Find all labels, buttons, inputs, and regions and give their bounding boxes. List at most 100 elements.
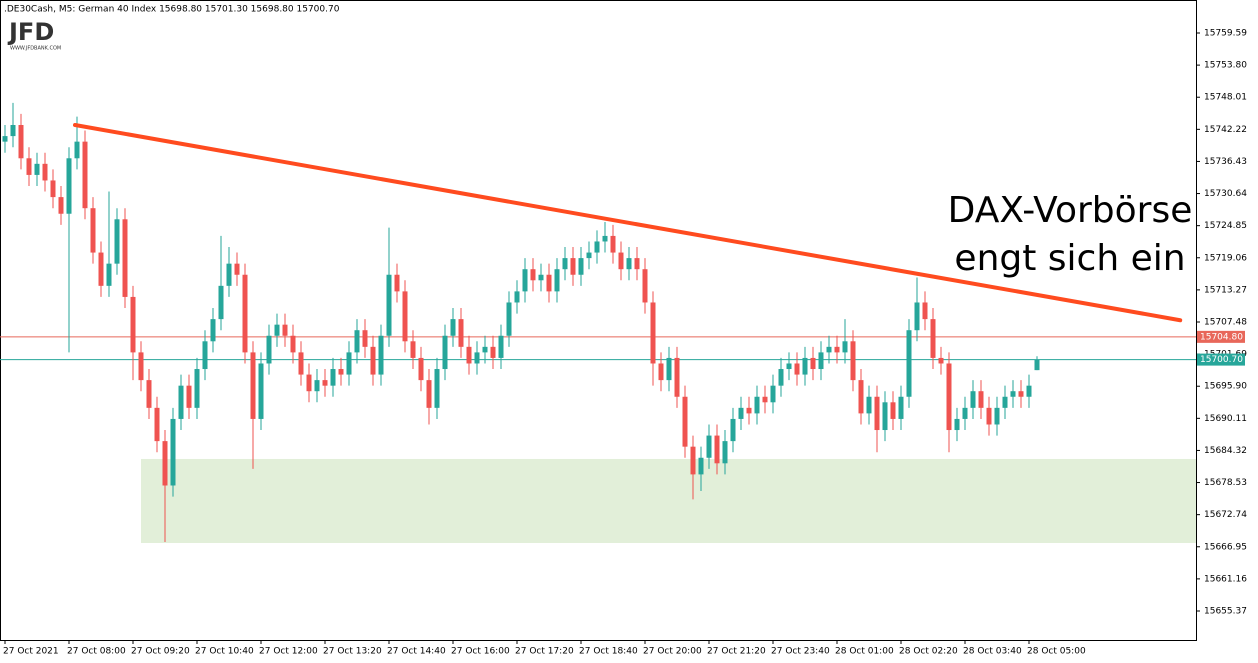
candle-body (378, 335, 384, 375)
x-tick-label: 27 Oct 14:40 (387, 647, 446, 657)
candle-body (242, 274, 248, 353)
candle-body (794, 363, 800, 375)
candle-body (554, 269, 560, 292)
candle-body (722, 441, 728, 464)
candle-body (826, 346, 832, 353)
annotation: DAX-Vorbörse (948, 190, 1193, 231)
candle-body (482, 346, 488, 353)
y-tick-label: 15678.53 (1204, 478, 1247, 488)
candle-body (186, 385, 192, 408)
candle-body (2, 136, 8, 142)
candle-body (538, 274, 544, 281)
candle-body (210, 319, 216, 342)
y-tick-label: 15684.32 (1204, 446, 1247, 456)
plot-frame (0, 0, 1197, 641)
candle-body (1034, 359, 1040, 371)
x-tick-label: 27 Oct 08:00 (67, 647, 126, 657)
price-box (1197, 330, 1245, 343)
support-zone (141, 458, 1196, 544)
candle-body (226, 263, 232, 286)
candle-body (170, 418, 176, 486)
y-tick-label: 15672.74 (1204, 510, 1247, 520)
x-tick-label: 28 Oct 02:20 (899, 647, 958, 657)
candle-body (458, 319, 464, 347)
candle-body (258, 363, 264, 419)
candle-body (314, 380, 320, 392)
candle-body (586, 252, 592, 259)
y-tick-label: 15730.64 (1204, 189, 1247, 199)
candle-body (978, 391, 984, 408)
candle-body (946, 363, 952, 431)
x-tick-label: 27 Oct 21:20 (707, 647, 766, 657)
y-tick-label: 15666.95 (1204, 542, 1247, 552)
candle-body (802, 357, 808, 375)
candle-body (706, 435, 712, 458)
candle-body (90, 208, 96, 253)
trendline (73, 123, 1183, 323)
candle-body (354, 330, 360, 353)
candle-body (634, 258, 640, 270)
candle-body (18, 125, 24, 159)
candle-body (466, 346, 472, 364)
candle-body (402, 291, 408, 342)
logo-subtitle: WWW.JFDBANK.COM (10, 46, 61, 52)
x-tick-label: 27 Oct 20:00 (643, 647, 702, 657)
price-box-label: 15700.70 (1200, 355, 1243, 365)
candle-body (498, 335, 504, 358)
candle-body (698, 457, 704, 475)
candle-body (178, 385, 184, 419)
candle-body (42, 163, 48, 181)
candle-body (658, 363, 664, 381)
candle-body (450, 319, 456, 336)
candle-body (986, 407, 992, 425)
candle-body (34, 163, 40, 175)
y-tick-label: 15690.11 (1204, 414, 1247, 424)
candle-body (26, 158, 32, 175)
x-tick-label: 27 Oct 23:40 (771, 647, 830, 657)
x-tick-label: 27 Oct 2021 (3, 647, 59, 657)
candle-body (370, 346, 376, 375)
candle-body (594, 241, 600, 253)
x-tick-label: 28 Oct 05:00 (1027, 647, 1086, 657)
candle-body (50, 180, 56, 198)
candle-body (130, 296, 136, 353)
candle-body (522, 269, 528, 292)
y-tick-label: 15748.01 (1204, 93, 1247, 103)
candle-body (474, 352, 480, 364)
y-tick-label: 15713.27 (1204, 285, 1247, 295)
y-tick-label: 15707.48 (1204, 317, 1247, 327)
y-tick-label: 15695.90 (1204, 382, 1247, 392)
candle-body (122, 219, 128, 297)
candle-body (298, 352, 304, 375)
x-tick-label: 27 Oct 12:00 (259, 647, 318, 657)
candle-body (738, 407, 744, 419)
candle-body (682, 396, 688, 447)
candle-body (890, 402, 896, 419)
candle-body (938, 357, 944, 364)
candle-body (610, 235, 616, 253)
candle-body (66, 158, 72, 214)
candle-body (690, 446, 696, 475)
candle-body (818, 352, 824, 370)
candle-body (770, 385, 776, 403)
candle-body (906, 330, 912, 397)
candle-body (642, 269, 648, 303)
candle-body (962, 407, 968, 419)
candle-body (418, 357, 424, 381)
y-tick-label: 15753.80 (1204, 61, 1247, 71)
candle-body (650, 302, 656, 364)
candle-body (994, 407, 1000, 425)
candle-body (858, 380, 864, 414)
x-tick-label: 27 Oct 18:40 (579, 647, 638, 657)
price-box (1197, 353, 1245, 366)
y-tick-label: 15742.22 (1204, 125, 1247, 135)
candle-body (274, 324, 280, 336)
candle-body (754, 396, 760, 414)
y-tick-label: 15719.06 (1204, 253, 1247, 263)
candle-body (362, 330, 368, 347)
candle-body (970, 391, 976, 408)
candle-body (394, 274, 400, 292)
candle-body (746, 407, 752, 414)
candle-body (346, 352, 352, 375)
candle-body (730, 418, 736, 442)
